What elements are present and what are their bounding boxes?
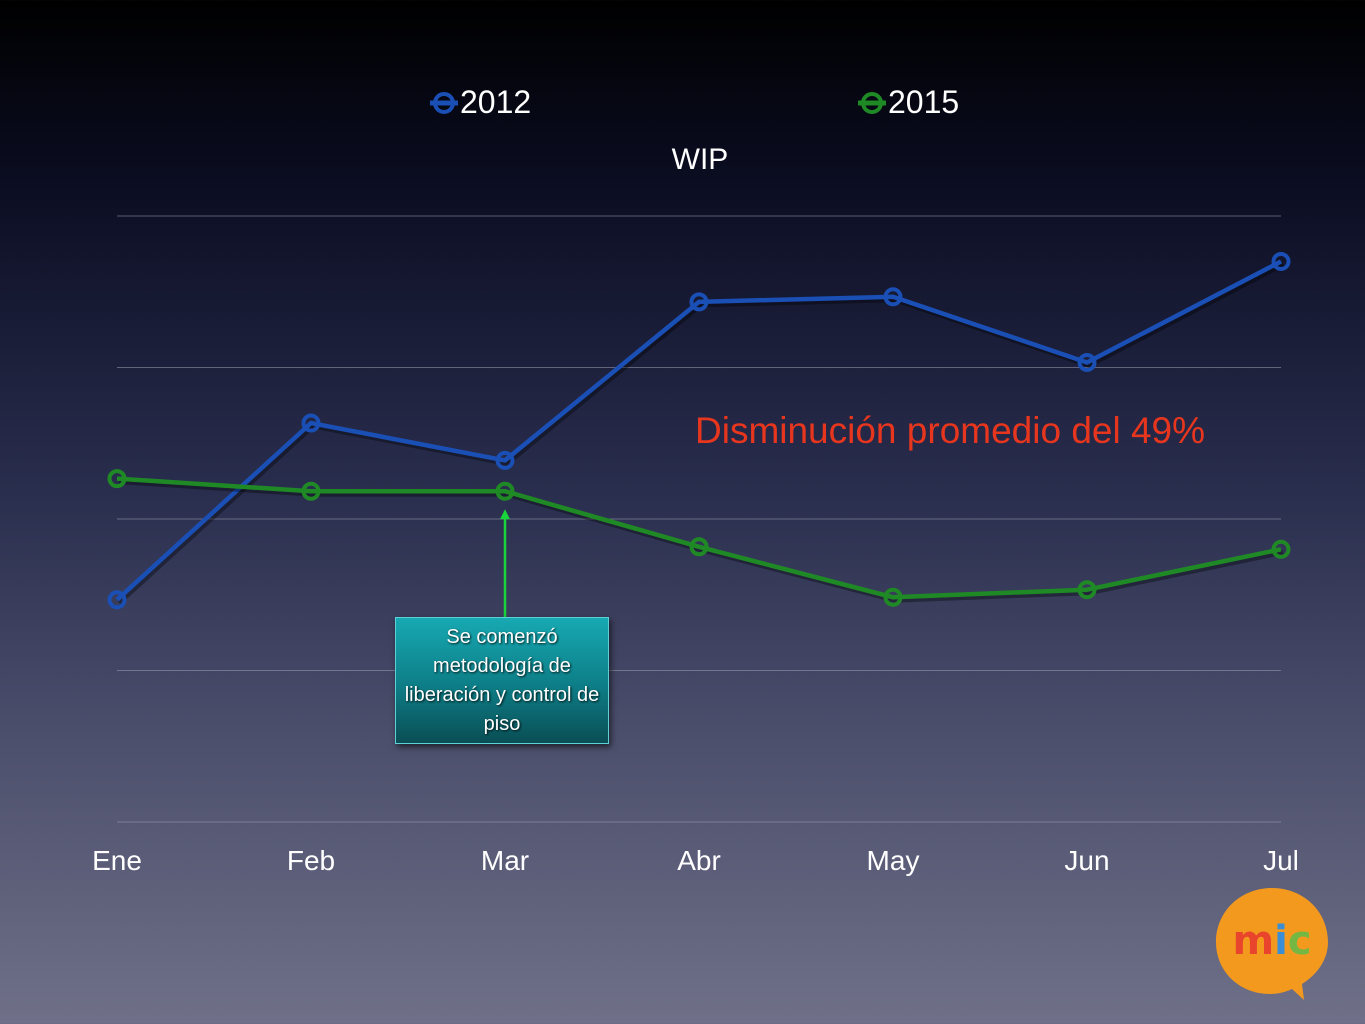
data-point-2015-Ene	[107, 469, 127, 489]
data-point-2012-Jun	[1077, 352, 1097, 372]
data-point-2012-Ene	[107, 590, 127, 610]
data-point-2015-May	[883, 587, 903, 607]
methodology-callout-box: Se comenzó metodología de liberación y c…	[395, 617, 609, 744]
legend-label-2012: 2012	[460, 84, 532, 120]
x-tick-label-Jul: Jul	[1263, 845, 1299, 876]
x-tick-label-Ene: Ene	[92, 845, 142, 876]
svg-text:mic: mic	[1232, 918, 1311, 964]
data-point-2012-Mar	[495, 450, 515, 470]
methodology-callout-text: Se comenzó metodología de liberación y c…	[404, 625, 600, 735]
legend-marker-2012	[430, 91, 458, 114]
data-point-2012-Feb	[301, 413, 321, 433]
data-point-2015-Abr	[689, 537, 709, 557]
data-point-2015-Jun	[1077, 580, 1097, 600]
x-axis-tick-labels: Ene Feb Mar Abr May Jun Jul	[92, 845, 1299, 876]
x-tick-label-May: May	[867, 845, 920, 876]
average-decrease-annotation: Disminución promedio del 49%	[695, 410, 1206, 451]
series-line-shadow-2012	[117, 262, 1285, 605]
data-point-2012-Abr	[689, 292, 709, 312]
data-point-2012-May	[883, 287, 903, 307]
x-tick-label-Jun: Jun	[1064, 845, 1109, 876]
callout-arrow-head	[500, 509, 510, 520]
legend-label-2015: 2015	[888, 84, 960, 120]
data-point-2012-Jul	[1271, 251, 1291, 271]
chart-title: WIP	[671, 143, 729, 176]
legend-marker-2015	[858, 91, 886, 114]
data-point-2015-Mar	[495, 481, 515, 501]
mic-logo: mic	[1216, 888, 1328, 1000]
series-line-shadow-2015	[118, 479, 1284, 603]
series-layer	[107, 251, 1291, 610]
x-tick-label-Feb: Feb	[287, 845, 335, 876]
data-point-2015-Feb	[301, 481, 321, 501]
x-tick-label-Abr: Abr	[677, 845, 721, 876]
callout-arrow	[500, 509, 510, 617]
legend-item-2012: 2012	[430, 84, 531, 121]
x-tick-label-Mar: Mar	[481, 845, 529, 876]
series-line-2015	[116, 476, 1282, 600]
series-line-2012	[115, 259, 1283, 602]
legend-item-2015: 2015	[858, 84, 959, 121]
gridlines	[117, 215, 1281, 823]
data-point-2015-Jul	[1271, 539, 1291, 559]
